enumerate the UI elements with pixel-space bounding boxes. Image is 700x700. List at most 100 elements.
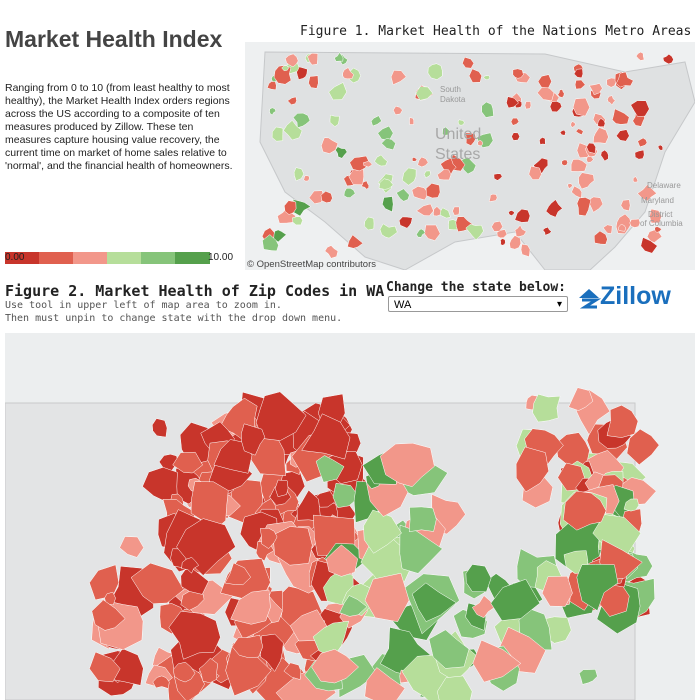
region: [468, 68, 482, 83]
region: [119, 536, 144, 558]
region: [576, 564, 619, 612]
us-map: United States South Dakota Delaware Mary…: [245, 42, 695, 270]
region: [259, 527, 278, 549]
region: [130, 562, 185, 604]
region: [578, 669, 598, 685]
region: [301, 413, 351, 460]
region: [152, 675, 170, 689]
region: [640, 237, 658, 254]
region: [436, 169, 452, 181]
region: [654, 226, 662, 233]
region: [324, 245, 339, 259]
region: [514, 224, 527, 237]
region: [412, 157, 418, 162]
region: [363, 160, 373, 168]
region: [512, 68, 524, 79]
region: [514, 208, 531, 223]
region: [593, 127, 609, 144]
region: [437, 675, 473, 700]
region: [465, 132, 477, 146]
region: [335, 146, 348, 159]
region: [370, 115, 382, 127]
region: [308, 190, 325, 204]
instruction: Use tool in upper left of map area to zo…: [5, 300, 282, 311]
region: [168, 610, 221, 660]
region: [545, 199, 563, 218]
brand-logo: Zillow: [600, 282, 671, 310]
region: [626, 428, 660, 466]
region: [576, 197, 592, 217]
region: [328, 82, 347, 101]
region: [273, 229, 287, 243]
region: [567, 183, 573, 189]
region: [509, 235, 522, 250]
map-label: Maryland: [641, 196, 674, 205]
region: [428, 629, 470, 669]
region: [347, 234, 364, 249]
region: [224, 562, 252, 586]
region: [260, 633, 284, 672]
attribution: © OpenStreetMap contributors: [247, 259, 376, 270]
region: [272, 526, 313, 566]
description: Ranging from 0 to 10 (from least healthy…: [5, 82, 233, 172]
map-label: District: [648, 210, 673, 219]
region: [380, 442, 435, 487]
region: [488, 193, 498, 203]
region: [606, 404, 639, 438]
legend-swatch: [175, 252, 210, 264]
region: [615, 71, 634, 88]
region: [269, 107, 277, 116]
region: [364, 216, 375, 231]
region: [303, 175, 310, 182]
state-dropdown[interactable]: WA: [388, 296, 568, 313]
region: [508, 210, 515, 216]
legend-swatch: [39, 252, 73, 264]
region: [440, 157, 457, 176]
legend-swatch: [73, 252, 107, 264]
region: [307, 52, 319, 66]
figure-title: Figure 1. Market Health of the Nations M…: [300, 24, 692, 39]
legend-max: 10.00: [208, 252, 234, 263]
region: [662, 53, 674, 65]
region: [539, 137, 546, 145]
region: [416, 228, 426, 238]
region: [274, 479, 289, 498]
region: [568, 387, 594, 411]
region: [180, 565, 209, 595]
region: [423, 170, 431, 179]
region: [481, 101, 494, 118]
region: [382, 196, 394, 213]
region: [416, 203, 434, 217]
region: [408, 506, 437, 532]
region: [471, 595, 495, 619]
region: [541, 575, 573, 607]
region: [361, 180, 370, 190]
region: [292, 112, 311, 129]
region: [411, 582, 457, 622]
region: [597, 118, 606, 128]
region: [320, 190, 333, 203]
region: [104, 591, 116, 606]
region: [586, 142, 596, 154]
region: [593, 230, 608, 245]
region: [334, 52, 344, 62]
region: [578, 172, 595, 190]
region: [524, 101, 532, 110]
region: [452, 206, 460, 216]
region: [462, 56, 475, 69]
region: [379, 223, 398, 239]
region: [390, 70, 407, 86]
map-label: Delaware: [647, 181, 681, 190]
region: [342, 67, 354, 80]
region: [283, 120, 303, 141]
region: [574, 79, 586, 90]
region: [536, 85, 555, 101]
region: [231, 634, 264, 658]
map-label: Dakota: [440, 95, 466, 104]
region: [378, 178, 394, 190]
region: [557, 89, 565, 98]
wa-map: [5, 333, 695, 700]
region: [339, 595, 368, 617]
region: [600, 149, 609, 162]
